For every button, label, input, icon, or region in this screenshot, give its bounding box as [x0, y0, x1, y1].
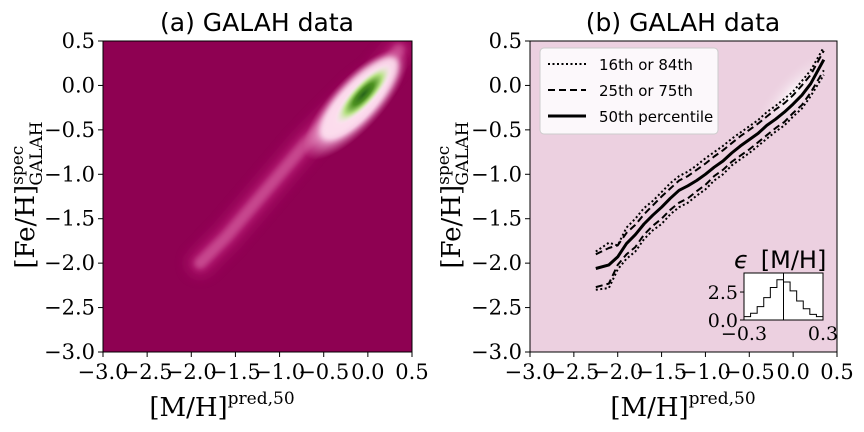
panel-b-y-axis-label-sup: spec: [434, 146, 454, 185]
panel-b-y-tick-label: 0.5: [489, 29, 522, 53]
panel-b-x-tick-label: −0.5: [724, 360, 775, 384]
panel-b-x-axis-label-sup: pred,50: [689, 389, 756, 409]
panel-a-x-tick-label: −2.5: [122, 360, 173, 384]
panel-b-x-axis-label-main: [M/H]: [610, 393, 688, 423]
percentile-line-dashed-2: [595, 50, 825, 256]
panel-a-x-axis-label-sup: pred,50: [228, 389, 295, 409]
inset-title-underscore: _: [748, 250, 762, 278]
legend-label-50: 50th percentile: [599, 108, 713, 126]
panel-b-x-ticks: −3.0−2.5−2.0−1.5−1.0−0.5 0.0 0.5: [505, 352, 854, 384]
panel-a-y-ticks: −3.0 −2.5 −2.0 −1.5 −1.0 −0.5 0.0 0.5: [44, 29, 103, 364]
panel-a-y-tick-label: −3.0: [44, 340, 95, 364]
panel-a-x-tick-label: −0.5: [298, 360, 349, 384]
panel-a: (a) GALAH data −3.0−2.5−2.0−1.5−1.0−0.5 0…: [8, 8, 429, 423]
panel-b-y-axis-label-main: [Fe/H]: [437, 185, 467, 269]
inset-histogram: ϵ_[M/H] −0.3 0.3 0.0 2.5: [708, 246, 838, 345]
legend-box: [539, 47, 719, 135]
panel-a-y-tick-label: 0.0: [62, 73, 95, 97]
panel-b-y-axis-label-sub: GALAH: [453, 121, 473, 185]
panel-a-density-cloud: [187, 41, 412, 277]
panel-a-x-tick-label: −2.0: [166, 360, 217, 384]
panel-a-x-tick-label: 0.5: [395, 360, 428, 384]
panel-b-y-tick-label: −3.0: [471, 340, 522, 364]
panel-b-title: (b) GALAH data: [586, 8, 780, 37]
panel-a-y-tick-label: −2.5: [44, 296, 95, 320]
inset-ticks: −0.3 0.3 0.0 2.5: [708, 282, 838, 345]
panel-b-percentile-lines: [595, 46, 826, 291]
panel-a-frame: [102, 40, 413, 353]
panel-b-x-tick-label: 0.0: [776, 360, 809, 384]
inset-frame: [743, 272, 824, 321]
inset-x-tick-label: −0.3: [721, 323, 767, 345]
panel-a-x-axis-label: [M/H]pred,50: [149, 389, 294, 423]
percentile-line-dotted-1: [595, 74, 825, 291]
panel-b-x-tick-label: −3.0: [505, 360, 556, 384]
panel-b-x-tick-label: −1.0: [680, 360, 731, 384]
panel-b-x-tick-label: −1.5: [636, 360, 687, 384]
panel-b-y-tick-label: −0.5: [471, 118, 522, 142]
panel-a-x-tick-label: 0.0: [351, 360, 384, 384]
legend-label-25-75: 25th or 75th: [599, 82, 693, 100]
panel-b-x-tick-label: 0.5: [820, 360, 853, 384]
panel-b-x-axis-label: [M/H]pred,50: [610, 389, 755, 423]
panel-b-x-tick-label: −2.0: [592, 360, 643, 384]
panel-b-y-tick-label: −1.0: [471, 162, 522, 186]
panel-b-y-tick-label: −2.5: [471, 296, 522, 320]
panel-a-y-axis-label-sub: GALAH: [27, 121, 47, 185]
inset-title-epsilon: ϵ: [734, 246, 749, 274]
inset-y-tick-label: 0.0: [708, 310, 738, 332]
panel-a-y-tick-label: −1.0: [44, 162, 95, 186]
panel-a-y-tick-label: 0.5: [62, 29, 95, 53]
panel-a-x-axis-label-main: [M/H]: [149, 393, 227, 423]
percentile-line-dashed-3: [595, 69, 825, 289]
panel-b-y-axis-label: [Fe/H]specGALAH: [434, 121, 473, 268]
panel-b-x-tick-label: −2.5: [548, 360, 599, 384]
panel-b-y-tick-label: −2.0: [471, 251, 522, 275]
legend-label-16-84: 16th or 84th: [599, 56, 693, 74]
panel-b-y-tick-label: −1.5: [471, 207, 522, 231]
density-peak: [334, 63, 393, 125]
panel-a-y-axis-label-sup: spec: [8, 146, 28, 185]
panel-a-x-ticks: −3.0−2.5−2.0−1.5−1.0−0.5 0.0 0.5: [78, 352, 429, 384]
panel-a-y-tick-label: −2.0: [44, 251, 95, 275]
panel-a-x-tick-label: −3.0: [78, 360, 129, 384]
panel-b-y-ticks: −3.0 −2.5 −2.0 −1.5 −1.0 −0.5 0.0 0.5: [471, 29, 530, 364]
inset-y-tick-label: 2.5: [708, 282, 738, 304]
panel-b: (b) GALAH data −3.0−2.5−2.0−1.5−1.0−0.5 0…: [434, 8, 854, 423]
panel-a-x-tick-label: −1.0: [254, 360, 305, 384]
panel-a-y-tick-label: −0.5: [44, 118, 95, 142]
panel-a-x-tick-label: −1.5: [210, 360, 261, 384]
panel-a-y-axis-label-main: [Fe/H]: [11, 185, 41, 269]
inset-x-tick-label: 0.3: [808, 323, 838, 345]
percentile-line-dotted-0: [595, 46, 825, 253]
panel-b-y-tick-label: 0.0: [489, 73, 522, 97]
panel-a-title: (a) GALAH data: [160, 8, 354, 37]
panel-a-y-axis-label: [Fe/H]specGALAH: [8, 121, 47, 268]
percentile-line-solid-4: [595, 58, 826, 270]
inset-title: ϵ_[M/H]: [734, 246, 826, 278]
panel-b-frame: [529, 40, 838, 353]
inset-title-main: [M/H]: [761, 246, 827, 274]
legend: 16th or 84th 25th or 75th 50th percentil…: [539, 47, 719, 135]
panel-a-y-tick-label: −1.5: [44, 207, 95, 231]
